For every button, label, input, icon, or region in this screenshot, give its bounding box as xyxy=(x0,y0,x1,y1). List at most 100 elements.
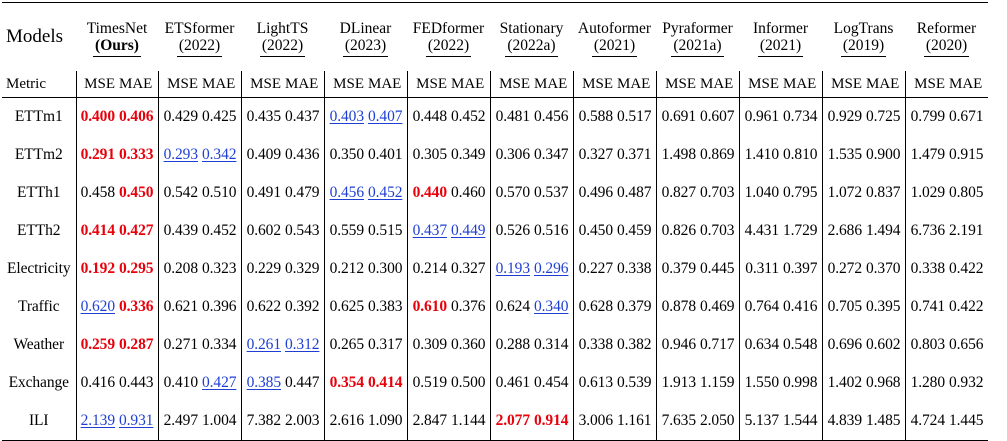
mae-value: 1.090 xyxy=(368,412,403,429)
table-cell: 0.347 xyxy=(532,136,574,174)
mse-value: 0.440 xyxy=(412,184,447,201)
model-name: Autoformer xyxy=(573,2,656,37)
mse-header: MSE xyxy=(656,71,698,98)
mae-value: 0.460 xyxy=(451,184,486,201)
mae-value: 0.396 xyxy=(202,298,237,315)
table-cell: 0.295 xyxy=(117,250,159,288)
mse-header: MSE xyxy=(407,71,449,98)
mae-header: MAE xyxy=(864,71,906,98)
table-cell: 0.334 xyxy=(200,326,242,364)
table-cell: 0.435 xyxy=(241,98,283,137)
table-cell: 0.827 xyxy=(656,174,698,212)
mae-value: 0.516 xyxy=(534,222,569,239)
table-cell: 0.703 xyxy=(698,174,740,212)
mse-value: 0.946 xyxy=(661,336,696,353)
mse-value: 0.259 xyxy=(80,336,115,353)
table-cell: 1.445 xyxy=(947,402,988,441)
table-cell: 0.414 xyxy=(366,364,408,402)
mse-value: 0.229 xyxy=(246,260,281,277)
mae-value: 0.371 xyxy=(617,146,652,163)
mae-value: 0.517 xyxy=(617,108,652,125)
table-cell: 0.961 xyxy=(739,98,781,137)
mse-value: 0.439 xyxy=(163,222,198,239)
mse-header: MSE xyxy=(490,71,532,98)
mse-value: 0.437 xyxy=(412,222,447,239)
table-cell: 0.946 xyxy=(656,326,698,364)
mse-value: 2.847 xyxy=(412,412,447,429)
mse-value: 0.613 xyxy=(578,374,613,391)
mae-value: 0.382 xyxy=(617,336,652,353)
table-cell: 0.717 xyxy=(698,326,740,364)
dataset-label: ETTh1 xyxy=(2,174,77,212)
mae-value: 0.487 xyxy=(617,184,652,201)
mse-value: 0.691 xyxy=(661,108,696,125)
model-year: (2022) xyxy=(176,37,223,57)
table-cell: 0.460 xyxy=(449,174,491,212)
mae-value: 0.347 xyxy=(534,146,569,163)
mse-value: 4.431 xyxy=(744,222,779,239)
model-name: ETSformer xyxy=(158,2,241,37)
mse-value: 0.496 xyxy=(578,184,613,201)
table-cell: 0.515 xyxy=(366,212,408,250)
table-cell: 0.570 xyxy=(490,174,532,212)
table-cell: 0.456 xyxy=(324,174,366,212)
model-name: Pyraformer xyxy=(656,2,739,37)
table-cell: 0.214 xyxy=(407,250,449,288)
table-cell: 0.379 xyxy=(656,250,698,288)
table-cell: 0.437 xyxy=(407,212,449,250)
table-cell: 0.764 xyxy=(739,288,781,326)
mse-value: 0.306 xyxy=(495,146,530,163)
dataset-label: Weather xyxy=(2,326,77,364)
model-name: Stationary xyxy=(490,2,573,37)
mae-value: 0.376 xyxy=(451,298,486,315)
mae-header: MAE xyxy=(781,71,823,98)
mae-value: 0.602 xyxy=(866,336,901,353)
table-cell: 0.410 xyxy=(158,364,200,402)
table-cell: 7.635 xyxy=(656,402,698,441)
table-cell: 0.291 xyxy=(76,136,117,174)
table-cell: 2.077 xyxy=(490,402,532,441)
mse-value: 0.208 xyxy=(163,260,198,277)
mse-header: MSE xyxy=(158,71,200,98)
mae-value: 0.340 xyxy=(534,298,569,315)
mae-value: 0.312 xyxy=(285,336,320,353)
table-cell: 0.539 xyxy=(615,364,657,402)
mse-value: 0.622 xyxy=(246,298,281,315)
table-cell: 0.931 xyxy=(117,402,159,441)
table-cell: 0.703 xyxy=(698,212,740,250)
table-cell: 0.805 xyxy=(947,174,988,212)
table-cell: 0.559 xyxy=(324,212,366,250)
mse-header: MSE xyxy=(241,71,283,98)
table-cell: 0.336 xyxy=(117,288,159,326)
model-year: (2021) xyxy=(591,37,638,57)
table-cell: 0.448 xyxy=(407,98,449,137)
mse-value: 0.305 xyxy=(412,146,447,163)
table-row: ETTm1 0.400 0.406 0.429 0.425 0.435 0.437 0.403… xyxy=(2,97,988,137)
table-cell: 0.837 xyxy=(864,174,906,212)
mse-value: 1.410 xyxy=(744,146,779,163)
table-cell: 0.293 xyxy=(158,136,200,174)
mae-value: 0.703 xyxy=(700,184,735,201)
model-name: LightTS xyxy=(241,2,324,37)
mae-value: 0.379 xyxy=(617,298,652,315)
mae-value: 0.703 xyxy=(700,222,735,239)
mse-value: 0.741 xyxy=(910,298,945,315)
table-row: ETTh1 0.458 0.450 0.542 0.510 0.491 0.479 0.456… xyxy=(2,174,988,212)
mae-value: 0.500 xyxy=(451,374,486,391)
table-cell: 0.261 xyxy=(241,326,283,364)
mae-value: 0.425 xyxy=(202,108,237,125)
table-cell: 0.327 xyxy=(449,250,491,288)
table-cell: 0.799 xyxy=(905,98,947,137)
mse-value: 0.212 xyxy=(329,260,364,277)
table-cell: 0.425 xyxy=(200,97,242,136)
mse-value: 0.526 xyxy=(495,222,530,239)
model-name: Reformer xyxy=(905,2,988,37)
mse-value: 6.736 xyxy=(910,222,945,239)
dataset-label: Traffic xyxy=(2,288,77,326)
table-cell: 0.500 xyxy=(449,364,491,402)
table-cell: 0.491 xyxy=(241,174,283,212)
mae-value: 0.452 xyxy=(368,184,403,201)
mae-value: 1.445 xyxy=(949,412,984,429)
mae-value: 0.295 xyxy=(119,260,154,277)
table-cell: 6.736 xyxy=(905,212,947,250)
